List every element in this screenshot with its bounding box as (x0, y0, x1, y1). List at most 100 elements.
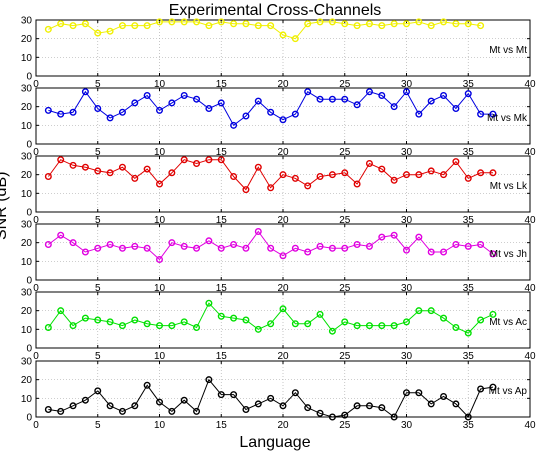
data-point (193, 407, 201, 415)
data-point (316, 310, 324, 318)
x-tick-label: 10 (154, 283, 166, 294)
y-tick-label: 20 (21, 375, 33, 386)
data-point (489, 310, 497, 318)
data-point (193, 95, 201, 103)
data-point (44, 323, 52, 331)
data-point (94, 29, 102, 37)
x-tick-label: 0 (33, 351, 39, 362)
x-tick-label: 5 (95, 79, 101, 90)
data-point (316, 409, 324, 417)
data-point (477, 169, 485, 177)
data-point (328, 413, 336, 421)
data-point (353, 180, 361, 188)
data-point (155, 106, 163, 114)
data-point (291, 244, 299, 252)
data-point (143, 91, 151, 99)
data-point (217, 312, 225, 320)
x-tick-label: 35 (463, 147, 475, 158)
x-tick-label: 40 (524, 283, 536, 294)
data-point (57, 407, 65, 415)
x-tick-label: 15 (216, 420, 228, 431)
data-point (353, 241, 361, 249)
data-point (477, 241, 485, 249)
data-point (365, 402, 373, 410)
data-point (316, 95, 324, 103)
x-tick-label: 15 (216, 147, 228, 158)
data-point (254, 22, 262, 30)
data-point (291, 174, 299, 182)
data-point (106, 402, 114, 410)
data-point (452, 20, 460, 28)
data-point (440, 248, 448, 256)
data-point (131, 22, 139, 30)
x-tick-label: 25 (339, 283, 351, 294)
data-point (464, 242, 472, 250)
x-tick-label: 10 (154, 215, 166, 226)
data-point (242, 112, 250, 120)
data-point (155, 255, 163, 263)
data-point (242, 186, 250, 194)
data-point (415, 233, 423, 241)
data-point (489, 383, 497, 391)
y-tick-label: 0 (26, 208, 32, 219)
panel-mt-vs-mt: 0 5 10 15 20 25 30 35 40 0 10 20 30 Mt vs Mt (21, 16, 536, 91)
data-point (94, 316, 102, 324)
data-point (279, 31, 287, 39)
data-point (69, 161, 77, 169)
y-tick-label: 30 (21, 288, 33, 299)
data-point (390, 322, 398, 330)
data-point (452, 158, 460, 166)
data-point (143, 381, 151, 389)
x-tick-label: 40 (524, 79, 536, 90)
x-tick-label: 40 (524, 351, 536, 362)
data-point (316, 18, 324, 26)
x-tick-label: 40 (524, 147, 536, 158)
x-tick-label: 5 (95, 283, 101, 294)
data-point (328, 95, 336, 103)
x-tick-label: 15 (216, 351, 228, 362)
y-tick-label: 0 (26, 72, 32, 83)
data-point (69, 239, 77, 247)
x-tick-label: 5 (95, 351, 101, 362)
y-tick-label: 10 (21, 394, 33, 405)
x-tick-label: 0 (33, 420, 39, 431)
data-point (489, 250, 497, 258)
series-label: Mt vs Jh (490, 249, 527, 260)
data-point (452, 105, 460, 113)
data-point (477, 385, 485, 393)
data-point (180, 18, 188, 26)
x-tick-label: 30 (401, 420, 413, 431)
y-axis-label: SNR (dB) (0, 171, 10, 240)
data-point (69, 108, 77, 116)
data-point (415, 110, 423, 118)
data-point (205, 156, 213, 164)
y-tick-label: 10 (21, 189, 33, 200)
data-point (230, 241, 238, 249)
data-point (353, 322, 361, 330)
data-point (168, 18, 176, 26)
data-point (180, 242, 188, 250)
data-point (403, 171, 411, 179)
data-point (254, 400, 262, 408)
data-point (242, 244, 250, 252)
x-tick-label: 25 (339, 351, 351, 362)
data-point (341, 244, 349, 252)
y-tick-label: 30 (21, 84, 33, 95)
data-point (291, 389, 299, 397)
y-tick-label: 20 (21, 238, 33, 249)
data-point (267, 184, 275, 192)
data-point (230, 121, 238, 129)
data-point (81, 88, 89, 96)
data-point (168, 239, 176, 247)
series-label: Mt vs Mt (489, 45, 527, 56)
series-line (48, 378, 494, 418)
x-tick-label: 10 (154, 147, 166, 158)
data-point (106, 318, 114, 326)
data-point (131, 99, 139, 107)
data-point (304, 182, 312, 190)
data-point (341, 20, 349, 28)
data-point (365, 159, 373, 167)
data-point (427, 400, 435, 408)
data-point (328, 171, 336, 179)
data-point (415, 307, 423, 315)
